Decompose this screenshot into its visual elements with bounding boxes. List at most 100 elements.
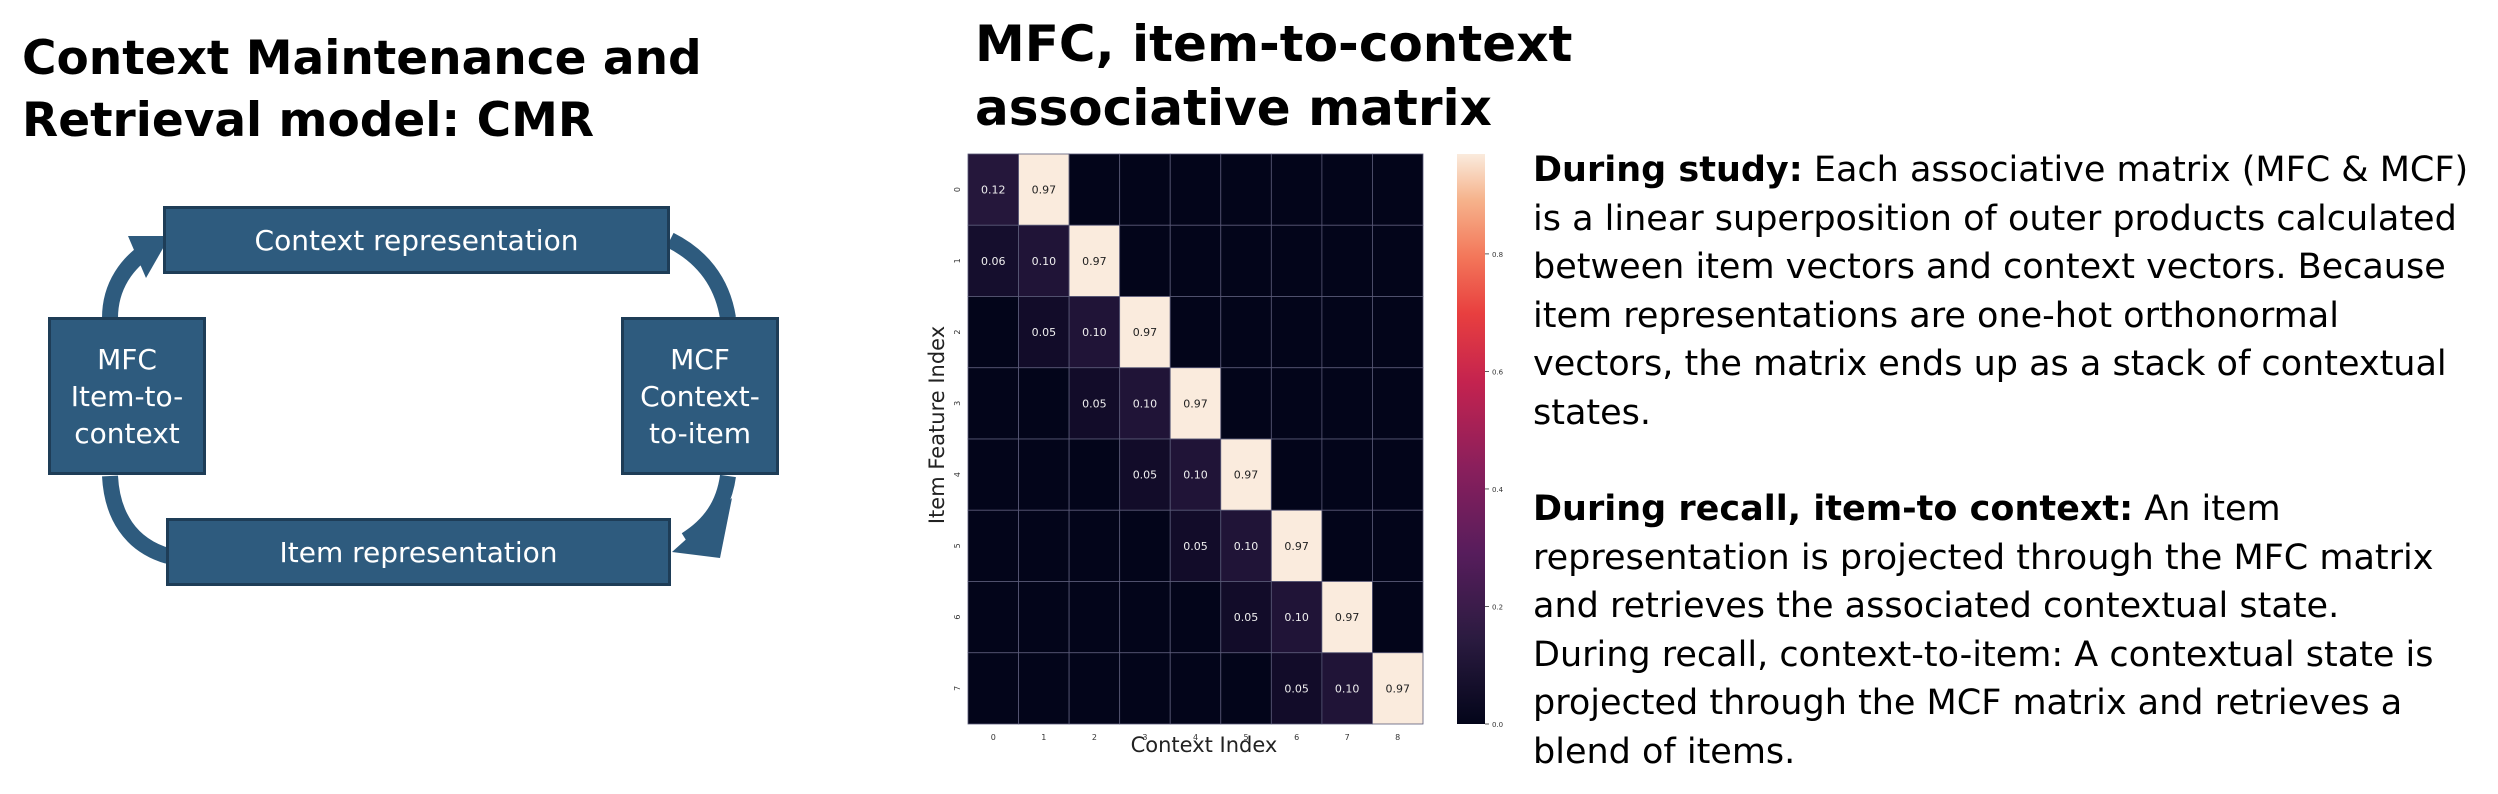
item-representation-box: Item representation bbox=[166, 518, 671, 586]
heatmap-cell-label: 0.97 bbox=[1082, 255, 1107, 268]
colorbar-tick-label: 0.0 bbox=[1492, 721, 1503, 729]
heatmap-cell bbox=[1220, 153, 1272, 226]
heatmap-cell bbox=[1018, 581, 1070, 654]
heatmap-cell bbox=[1321, 296, 1373, 369]
heatmap-cell bbox=[1119, 652, 1171, 725]
heatmap-cell bbox=[1169, 296, 1222, 369]
heatmap-cell-label: 0.10 bbox=[1284, 611, 1309, 624]
heatmap-cell-label: 0.05 bbox=[1133, 469, 1158, 482]
colorbar-ticks: 0.0 0.2 0.4 0.6 0.8 bbox=[1485, 251, 1504, 729]
heatmap-cell-label: 0.97 bbox=[1284, 540, 1309, 553]
cmr-diagram bbox=[102, 232, 736, 564]
heatmap-cell bbox=[1220, 224, 1272, 297]
heatmap-cell bbox=[1169, 153, 1222, 226]
colorbar-tick-label: 0.4 bbox=[1492, 486, 1504, 494]
heatmap-cell bbox=[1068, 438, 1121, 511]
heatmap-cell bbox=[1068, 296, 1121, 369]
heatmap-cell bbox=[967, 581, 1019, 654]
chart-title: MFC, item-to-context associative matrix bbox=[975, 15, 1573, 137]
x-tick-label: 0 bbox=[991, 733, 996, 742]
heatmap-cell bbox=[1018, 367, 1070, 440]
x-tick-label: 8 bbox=[1395, 733, 1400, 742]
heatmap-cell bbox=[967, 153, 1019, 226]
heatmap-cell bbox=[1169, 652, 1222, 725]
description-text: During study: Each associative matrix (M… bbox=[1533, 146, 2483, 776]
heatmap-cell bbox=[1372, 367, 1424, 440]
y-tick-label: 3 bbox=[953, 401, 962, 406]
heatmap-cell-label: 0.05 bbox=[1082, 397, 1107, 410]
x-tick-label: 5 bbox=[1244, 733, 1249, 742]
heatmap-cell bbox=[967, 509, 1019, 582]
heatmap-cell bbox=[967, 367, 1019, 440]
x-tick-label: 4 bbox=[1193, 733, 1198, 742]
paragraph-recall-context-to-item: During recall, context-to-item: A contex… bbox=[1533, 634, 2434, 772]
heatmap-cell bbox=[1372, 438, 1424, 511]
heatmap-cell-label: 0.97 bbox=[1183, 397, 1208, 410]
context-representation-label: Context representation bbox=[254, 223, 579, 257]
page-title: Context Maintenance and Retrieval model:… bbox=[22, 31, 702, 148]
heatmap-cell bbox=[1270, 438, 1323, 511]
x-tick-label: 6 bbox=[1294, 733, 1299, 742]
y-tick-label: 5 bbox=[953, 543, 962, 548]
y-axis-label: Item Feature Index bbox=[925, 326, 949, 524]
heatmap-cell bbox=[1321, 153, 1373, 226]
colorbar-tick-label: 0.2 bbox=[1492, 603, 1503, 611]
y-tick-label: 2 bbox=[953, 330, 962, 335]
arrow-context-to-mcf bbox=[666, 232, 736, 320]
heatmap-cell bbox=[1321, 509, 1373, 582]
heatmap-cell bbox=[1270, 509, 1323, 582]
heatmap-cell bbox=[1270, 153, 1323, 226]
heatmap-cell bbox=[1169, 224, 1222, 297]
heatmap-cell bbox=[967, 296, 1019, 369]
heatmap-cell bbox=[1372, 509, 1424, 582]
heatmap-cell bbox=[1270, 224, 1323, 297]
heatmap-cell-label: 0.10 bbox=[1082, 326, 1107, 339]
y-tick-label: 4 bbox=[953, 472, 962, 477]
heatmap-cell bbox=[1270, 296, 1323, 369]
heatmap-cell bbox=[1068, 581, 1121, 654]
heatmap-cell bbox=[1220, 509, 1272, 582]
heatmap-cell bbox=[1321, 438, 1373, 511]
heatmap-cell bbox=[1068, 224, 1121, 297]
mcf-box: MCF Context- to-item bbox=[621, 317, 779, 475]
arrowhead-mcf-to-item-icon bbox=[672, 498, 732, 558]
x-tick-label: 1 bbox=[1041, 733, 1046, 742]
heatmap-cell-label: 0.97 bbox=[1385, 682, 1410, 695]
heatmap-cell bbox=[1169, 367, 1222, 440]
heatmap-x-ticks: 0 1 2 3 4 5 6 7 8 bbox=[991, 733, 1401, 742]
heatmap-cell-label: 0.05 bbox=[1234, 611, 1259, 624]
mfc-box: MFC Item-to- context bbox=[48, 317, 206, 475]
paragraph-recall-item-to-context: During recall, item-to context: An item … bbox=[1533, 485, 2483, 631]
mcf-label: MCF Context- to-item bbox=[640, 342, 760, 450]
y-tick-label: 1 bbox=[953, 258, 962, 263]
heatmap-cell-labels: 0.12 0.97 0.06 0.10 0.97 0.05 0.10 0.97 0.05 0.10… bbox=[981, 184, 1410, 696]
paragraph-study: During study: Each associative matrix (M… bbox=[1533, 146, 2483, 437]
heatmap-cell bbox=[1220, 652, 1272, 725]
heatmap-cell bbox=[1372, 153, 1424, 226]
heatmap-cell bbox=[1169, 438, 1222, 511]
arrowhead-mfc-to-context-icon bbox=[128, 236, 170, 278]
heatmap-cell-label: 0.10 bbox=[1234, 540, 1259, 553]
heatmap-cell bbox=[1321, 652, 1373, 725]
study-heading: During study: bbox=[1533, 150, 1803, 190]
heatmap-cell-label: 0.10 bbox=[1183, 469, 1208, 482]
colorbar-tick-label: 0.8 bbox=[1492, 251, 1503, 259]
heatmap-cell bbox=[1372, 652, 1424, 725]
heatmap-cell bbox=[1068, 509, 1121, 582]
heatmap-cell bbox=[1220, 367, 1272, 440]
item-representation-label: Item representation bbox=[279, 535, 558, 569]
heatmap-cells bbox=[967, 153, 1424, 725]
heatmap-cell bbox=[1169, 509, 1222, 582]
heatmap-cell bbox=[1321, 581, 1373, 654]
heatmap-cell-label: 0.97 bbox=[1032, 184, 1057, 197]
colorbar-tick-label: 0.6 bbox=[1492, 368, 1504, 376]
colorbar bbox=[1457, 154, 1485, 724]
heatmap-cell-label: 0.12 bbox=[981, 184, 1006, 197]
heatmap-cell-label: 0.06 bbox=[981, 255, 1006, 268]
x-tick-label: 7 bbox=[1345, 733, 1350, 742]
heatmap-cell bbox=[967, 438, 1019, 511]
y-tick-label: 6 bbox=[953, 615, 962, 620]
heatmap-cell bbox=[1018, 652, 1070, 725]
heatmap-cell-label: 0.97 bbox=[1335, 611, 1360, 624]
y-tick-label: 7 bbox=[953, 686, 962, 691]
